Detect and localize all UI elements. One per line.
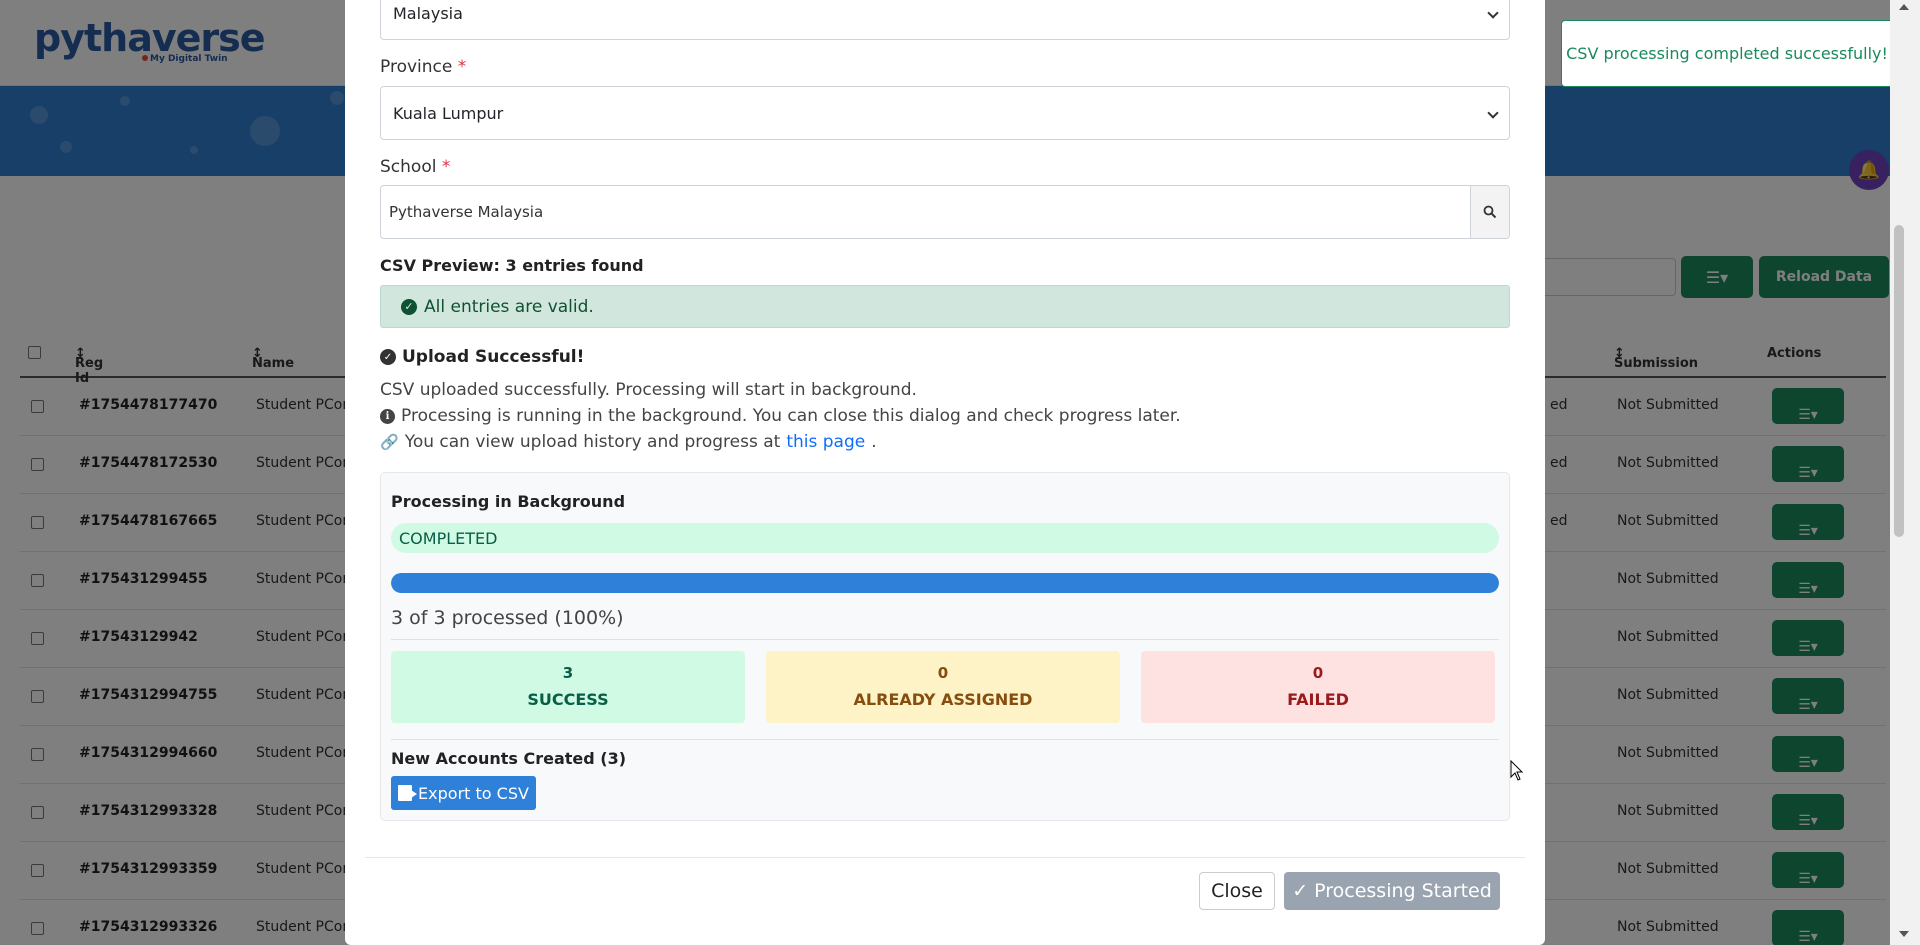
status-badge: COMPLETED [391, 523, 1499, 553]
csv-upload-modal: Malaysia Province * Kuala Lumpur School … [345, 0, 1545, 945]
already-assigned-stat: 0 ALREADY ASSIGNED [766, 651, 1120, 723]
province-label: Province * [380, 57, 467, 77]
scroll-up-icon[interactable] [1899, 4, 1909, 10]
upload-history-message: 🔗 You can view upload history and progre… [380, 432, 877, 452]
new-accounts-heading: New Accounts Created (3) [391, 749, 627, 768]
valid-entries-alert: ✓ All entries are valid. [380, 285, 1510, 328]
mouse-cursor-icon [1510, 760, 1524, 781]
school-search-button[interactable] [1470, 185, 1510, 239]
scroll-down-icon[interactable] [1899, 931, 1909, 937]
country-select[interactable]: Malaysia [380, 0, 1510, 40]
processing-started-button[interactable]: ✓ Processing Started [1284, 872, 1500, 910]
progress-text: 3 of 3 processed (100%) [391, 607, 624, 629]
country-value: Malaysia [393, 3, 463, 23]
progress-bar-fill [391, 573, 1499, 593]
divider [391, 639, 1499, 640]
progress-bar [391, 573, 1499, 593]
file-export-icon [398, 785, 418, 801]
link-icon: 🔗 [380, 433, 399, 451]
school-label: School * [380, 157, 451, 177]
divider [391, 739, 1499, 740]
processing-title: Processing in Background [391, 492, 626, 511]
school-input[interactable]: Pythaverse Malaysia [380, 185, 1471, 239]
processing-card: Processing in Background COMPLETED 3 of … [380, 472, 1510, 821]
check-icon: ✓ [1292, 880, 1309, 902]
success-toast[interactable]: CSV processing completed successfully! [1561, 20, 1893, 87]
check-circle-icon: ✓ [380, 349, 396, 365]
province-value: Kuala Lumpur [393, 103, 504, 123]
failed-stat: 0 FAILED [1141, 651, 1495, 723]
upload-message: CSV uploaded successfully. Processing wi… [380, 380, 917, 400]
modal-footer-divider [365, 857, 1525, 858]
close-button[interactable]: Close [1199, 872, 1275, 910]
check-circle-icon: ✓ [401, 298, 417, 315]
info-circle-icon: i [380, 408, 395, 424]
background-processing-message: i Processing is running in the backgroun… [380, 406, 1181, 426]
page-scrollbar[interactable] [1890, 0, 1920, 945]
search-icon [1483, 205, 1497, 219]
success-stat: 3 SUCCESS [391, 651, 745, 723]
chevron-down-icon [1487, 7, 1499, 19]
upload-success-title: ✓ Upload Successful! [380, 347, 584, 367]
chevron-down-icon [1487, 107, 1499, 119]
province-select[interactable]: Kuala Lumpur [380, 86, 1510, 140]
export-csv-button[interactable]: Export to CSV [391, 776, 536, 810]
csv-preview-heading: CSV Preview: 3 entries found [380, 256, 644, 275]
upload-history-link[interactable]: this page [786, 432, 866, 452]
scrollbar-thumb[interactable] [1894, 225, 1904, 537]
